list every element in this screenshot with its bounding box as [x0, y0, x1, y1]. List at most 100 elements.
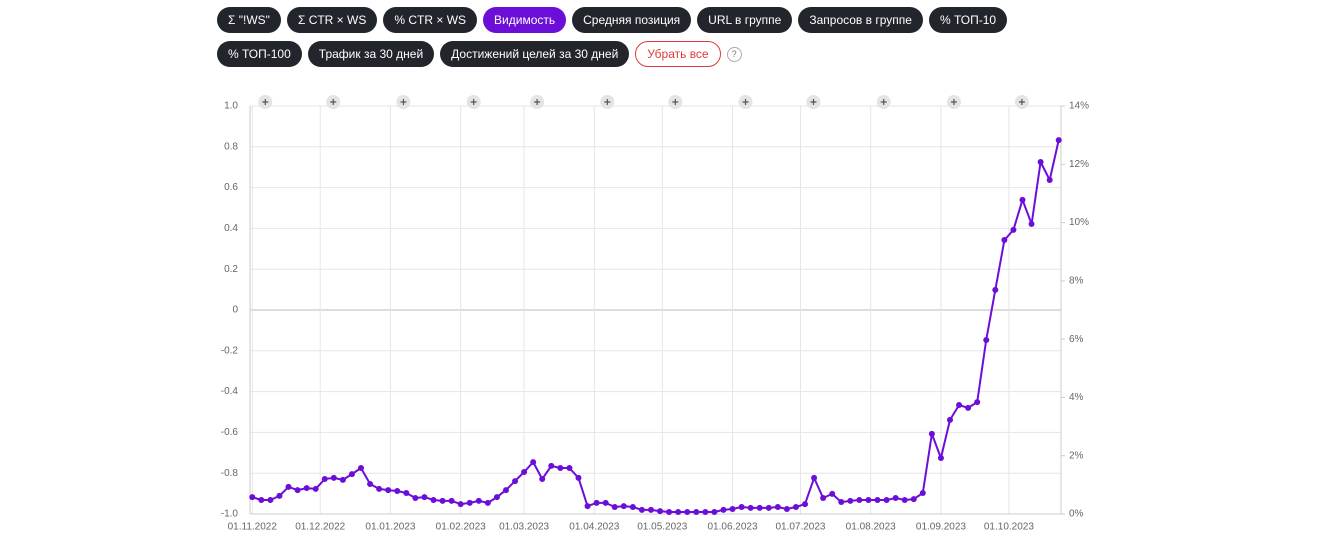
- data-point: [765, 504, 772, 511]
- x-tick-label: 01.07.2023: [775, 522, 825, 533]
- metric-button[interactable]: Видимость: [483, 7, 567, 33]
- metric-button[interactable]: Средняя позиция: [572, 7, 692, 33]
- data-point: [974, 399, 981, 406]
- metric-button[interactable]: Σ CTR × WS: [286, 7, 378, 33]
- data-point: [693, 508, 700, 515]
- add-annotation-plus: [1018, 99, 1025, 105]
- data-point: [720, 506, 727, 513]
- y-tick-label: -1.0: [221, 509, 239, 520]
- metric-button[interactable]: % ТОП-10: [928, 7, 1008, 33]
- y2-tick-label: 8%: [1069, 275, 1084, 286]
- data-point: [956, 402, 963, 409]
- add-annotation-plus: [330, 99, 337, 105]
- data-point: [376, 485, 383, 492]
- data-point: [566, 464, 573, 471]
- metric-button[interactable]: Трафик за 30 дней: [307, 41, 435, 67]
- data-point: [285, 483, 292, 490]
- series-line: [251, 139, 1060, 513]
- x-tick-label: 01.10.2023: [984, 522, 1034, 533]
- data-point: [530, 459, 537, 466]
- add-annotation-plus: [400, 99, 407, 105]
- data-point: [484, 499, 491, 506]
- data-point: [1001, 237, 1008, 244]
- data-point: [756, 504, 763, 511]
- data-point: [684, 508, 691, 515]
- toolbar: Σ "!WS" Σ CTR × WS% CTR × WS Видимость Сред…: [217, 7, 1077, 67]
- y2-tick-label: 2%: [1069, 450, 1084, 461]
- data-point: [1019, 196, 1026, 203]
- add-annotation[interactable]: [600, 95, 615, 109]
- data-point: [330, 474, 337, 481]
- data-point: [475, 497, 482, 504]
- metric-button[interactable]: URL в группе: [697, 7, 793, 33]
- x-tick-label: 01.08.2023: [846, 522, 896, 533]
- add-annotation[interactable]: [738, 95, 753, 109]
- data-point: [312, 485, 319, 492]
- data-point: [1046, 177, 1053, 184]
- x-tick-label: 01.09.2023: [916, 522, 966, 533]
- y-tick-label: 0.8: [224, 141, 238, 152]
- add-annotation[interactable]: [326, 95, 341, 109]
- metric-button[interactable]: % CTR × WS: [383, 7, 478, 33]
- data-point: [711, 508, 718, 515]
- y-tick-label: 0.6: [224, 182, 238, 193]
- data-point: [729, 506, 736, 513]
- add-annotation-plus: [534, 99, 541, 105]
- y2-tick-label: 10%: [1069, 217, 1089, 228]
- data-point: [829, 490, 836, 497]
- add-annotation[interactable]: [396, 95, 411, 109]
- add-annotation[interactable]: [946, 95, 961, 109]
- y2-tick-label: 12%: [1069, 159, 1089, 170]
- y2-tick-label: 4%: [1069, 392, 1084, 403]
- data-point: [358, 464, 365, 471]
- y-tick-label: -0.2: [221, 345, 239, 356]
- y2-tick-label: 6%: [1069, 334, 1084, 345]
- add-annotation[interactable]: [258, 95, 273, 109]
- data-point: [856, 497, 863, 504]
- data-point: [620, 503, 627, 510]
- data-point: [820, 494, 827, 501]
- data-point: [657, 508, 664, 515]
- data-point: [965, 404, 972, 411]
- data-point: [783, 506, 790, 513]
- add-annotation-plus: [470, 99, 477, 105]
- data-point: [792, 504, 799, 511]
- metric-button[interactable]: Запросов в группе: [798, 7, 923, 33]
- data-point: [394, 487, 401, 494]
- x-tick-label: 01.01.2023: [365, 522, 415, 533]
- data-point: [367, 480, 374, 487]
- metric-button[interactable]: % ТОП-100: [217, 41, 302, 67]
- data-point: [1055, 137, 1062, 144]
- data-point: [883, 497, 890, 504]
- y-tick-label: 0.2: [224, 264, 238, 275]
- add-annotation[interactable]: [466, 95, 481, 109]
- add-annotation[interactable]: [876, 95, 891, 109]
- metric-button[interactable]: Σ "!WS": [217, 7, 281, 33]
- add-annotation[interactable]: [530, 95, 545, 109]
- data-point: [983, 337, 990, 344]
- x-tick-label: 01.02.2023: [436, 522, 486, 533]
- data-point: [666, 508, 673, 515]
- add-annotation[interactable]: [668, 95, 683, 109]
- data-point: [339, 476, 346, 483]
- data-point: [910, 496, 917, 503]
- add-annotation-plus: [880, 99, 887, 105]
- data-point: [493, 494, 500, 501]
- y-tick-label: -0.8: [221, 468, 239, 479]
- add-annotation[interactable]: [806, 95, 821, 109]
- data-point: [1028, 221, 1035, 228]
- add-annotation[interactable]: [1014, 95, 1029, 109]
- add-annotation-plus: [604, 99, 611, 105]
- data-point: [457, 501, 464, 508]
- data-point: [901, 497, 908, 504]
- data-point: [348, 471, 355, 478]
- data-point: [629, 504, 636, 511]
- clear-button[interactable]: Убрать все: [635, 41, 721, 67]
- metric-button[interactable]: Достижений целей за 30 дней: [440, 41, 630, 67]
- help-icon[interactable]: ?: [726, 46, 742, 62]
- y-tick-label: 0: [232, 305, 238, 316]
- x-tick-label: 01.04.2023: [569, 522, 619, 533]
- data-point: [747, 504, 754, 511]
- data-point: [811, 474, 818, 481]
